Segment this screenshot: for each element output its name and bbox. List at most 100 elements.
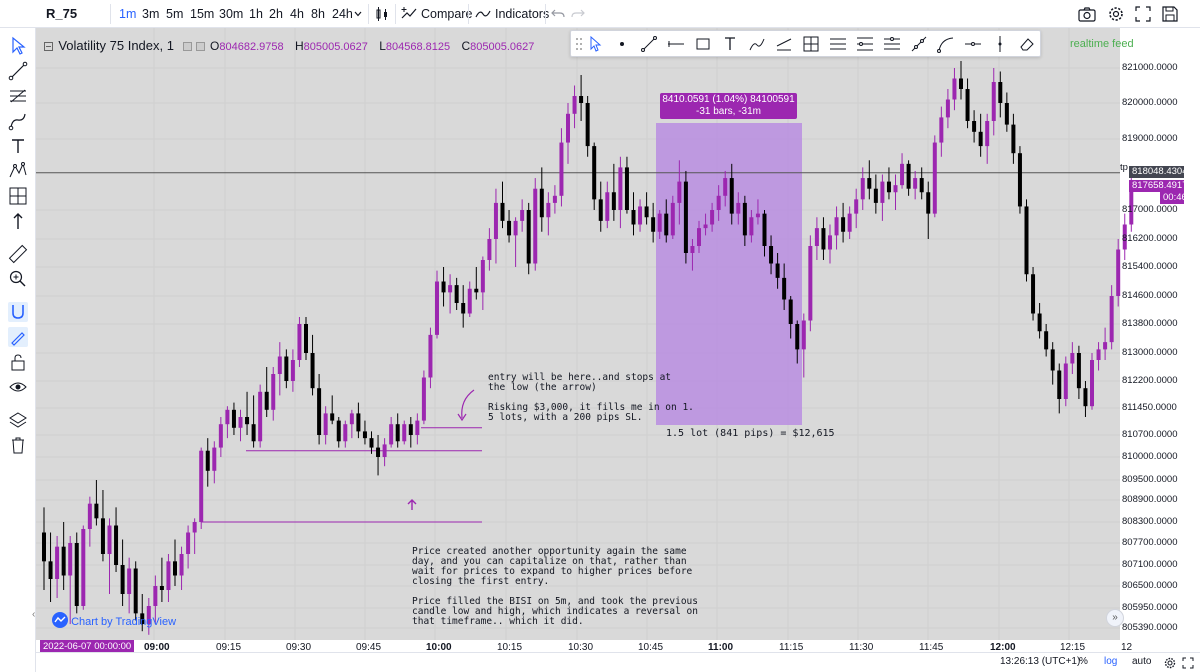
timeframe-1m[interactable]: 1m [119,7,137,21]
lot-note[interactable]: 1.5 lot (841 pips) = $12,615 [666,428,835,439]
redo-icon[interactable] [570,6,586,22]
arrow-up-icon[interactable] [8,211,28,231]
candle [251,424,256,442]
candle [690,246,695,253]
trendline-icon[interactable] [640,35,658,53]
price-note[interactable]: Price created another opportunity again … [412,546,698,627]
ruler-icon[interactable] [8,244,28,264]
pattern-icon[interactable] [8,161,28,181]
cursor-icon[interactable] [8,36,28,56]
percent-toggle[interactable]: % [1079,656,1088,667]
vertical-line-icon[interactable] [991,35,1009,53]
candle [579,96,584,103]
layers-icon[interactable] [8,410,28,430]
fullscreen-icon[interactable] [1135,6,1151,22]
clock-label: 13:26:13 (UTC+1) [1000,656,1081,667]
brush-icon[interactable] [8,111,28,131]
settings-square-icon[interactable] [195,42,205,51]
legend-title[interactable]: Volatility 75 Index, 1 [58,38,174,53]
channel-icon[interactable] [775,35,793,53]
timeframe-4h[interactable]: 4h [290,7,304,21]
candle [788,299,793,324]
stay-drawing-icon[interactable] [8,327,28,347]
tp-price-tag: 818048.4304 [1129,166,1187,178]
timeframe-30m[interactable]: 30m [219,7,244,21]
candle [782,277,787,300]
indicators-button[interactable]: Indicators [495,7,550,21]
text-icon[interactable] [721,35,739,53]
symbol-search[interactable]: R_75 [46,6,78,21]
timeframe-3m[interactable]: 3m [142,7,160,21]
collapse-toolbar-icon[interactable]: ‹ [32,609,36,620]
zoom-icon[interactable] [8,269,28,289]
gear-icon[interactable] [1108,6,1124,22]
entry-note[interactable]: entry will be here..and stops at the low… [488,372,694,423]
price-label: 808300.0000 [1122,516,1178,527]
pitchfork-icon[interactable] [910,35,928,53]
scroll-to-realtime-button[interactable]: » [1106,609,1124,627]
magnet-icon[interactable] [8,302,28,322]
compare-plus-icon[interactable] [401,6,417,22]
candle [697,228,701,246]
candle [624,167,629,210]
gann-box-icon[interactable] [802,35,820,53]
hide-square-icon[interactable] [183,42,193,51]
dot-icon[interactable] [613,35,631,53]
candle [1090,360,1094,407]
candle [1044,331,1049,350]
curve-icon[interactable] [937,35,955,53]
timeframe-1h[interactable]: 1h [249,7,263,21]
ray-icon[interactable] [964,35,982,53]
top-toolbar: R_75 1m 3m 5m 15m 30m 1h 2h 4h 8h 24h Co… [0,0,1200,28]
candle [520,210,525,221]
fib-retracement-icon[interactable] [829,35,847,53]
candle [173,561,177,576]
trash-icon[interactable] [8,435,28,455]
undo-icon[interactable] [550,6,566,22]
timeframe-2h[interactable]: 2h [269,7,283,21]
save-icon[interactable] [1162,6,1178,22]
timeframe-5m[interactable]: 5m [166,7,184,21]
time-label: 11:00 [708,642,734,653]
gear-icon[interactable] [1164,657,1176,669]
chevron-down-icon[interactable] [354,10,362,18]
chart-canvas[interactable] [36,28,1200,652]
auto-toggle[interactable]: auto [1132,656,1152,667]
candles-icon[interactable] [374,6,390,22]
trendline-icon[interactable] [8,61,28,81]
prediction-icon[interactable] [8,186,28,206]
candle [546,202,551,218]
time-label: 09:45 [356,642,382,653]
camera-icon[interactable] [1078,6,1096,22]
brush-icon[interactable] [748,35,766,53]
text-icon[interactable] [8,136,28,156]
tradingview-attribution[interactable]: Chart by TradingView [52,609,176,628]
drag-handle-icon[interactable] [575,35,583,53]
candle [618,167,623,210]
price-label: 821000.0000 [1122,62,1178,73]
timeframe-15m[interactable]: 15m [190,7,215,21]
candle [264,391,269,410]
fib-icon[interactable] [8,86,28,106]
candle [808,246,813,321]
fib-channel-icon[interactable] [883,35,901,53]
candle [651,217,656,232]
expand-icon[interactable] [1182,657,1194,669]
log-toggle[interactable]: log [1104,656,1118,667]
horizontal-line-icon[interactable] [667,35,685,53]
indicators-icon[interactable] [475,6,491,22]
cursor-icon[interactable] [586,35,604,53]
rectangle-icon[interactable] [694,35,712,53]
candle [441,281,446,293]
timeframe-8h[interactable]: 8h [311,7,325,21]
candle [245,417,250,425]
eye-icon[interactable] [8,377,28,397]
chart-legend: Volatility 75 Index, 1 O804682.9758 H805… [44,38,534,53]
lock-icon[interactable] [8,352,28,372]
minimize-square-icon[interactable] [44,42,53,51]
fib-extension-icon[interactable] [856,35,874,53]
compare-button[interactable]: Compare [421,7,473,21]
eraser-icon[interactable] [1018,35,1036,53]
drawing-floating-toolbar [570,30,1041,57]
timeframe-24h[interactable]: 24h [332,7,353,21]
